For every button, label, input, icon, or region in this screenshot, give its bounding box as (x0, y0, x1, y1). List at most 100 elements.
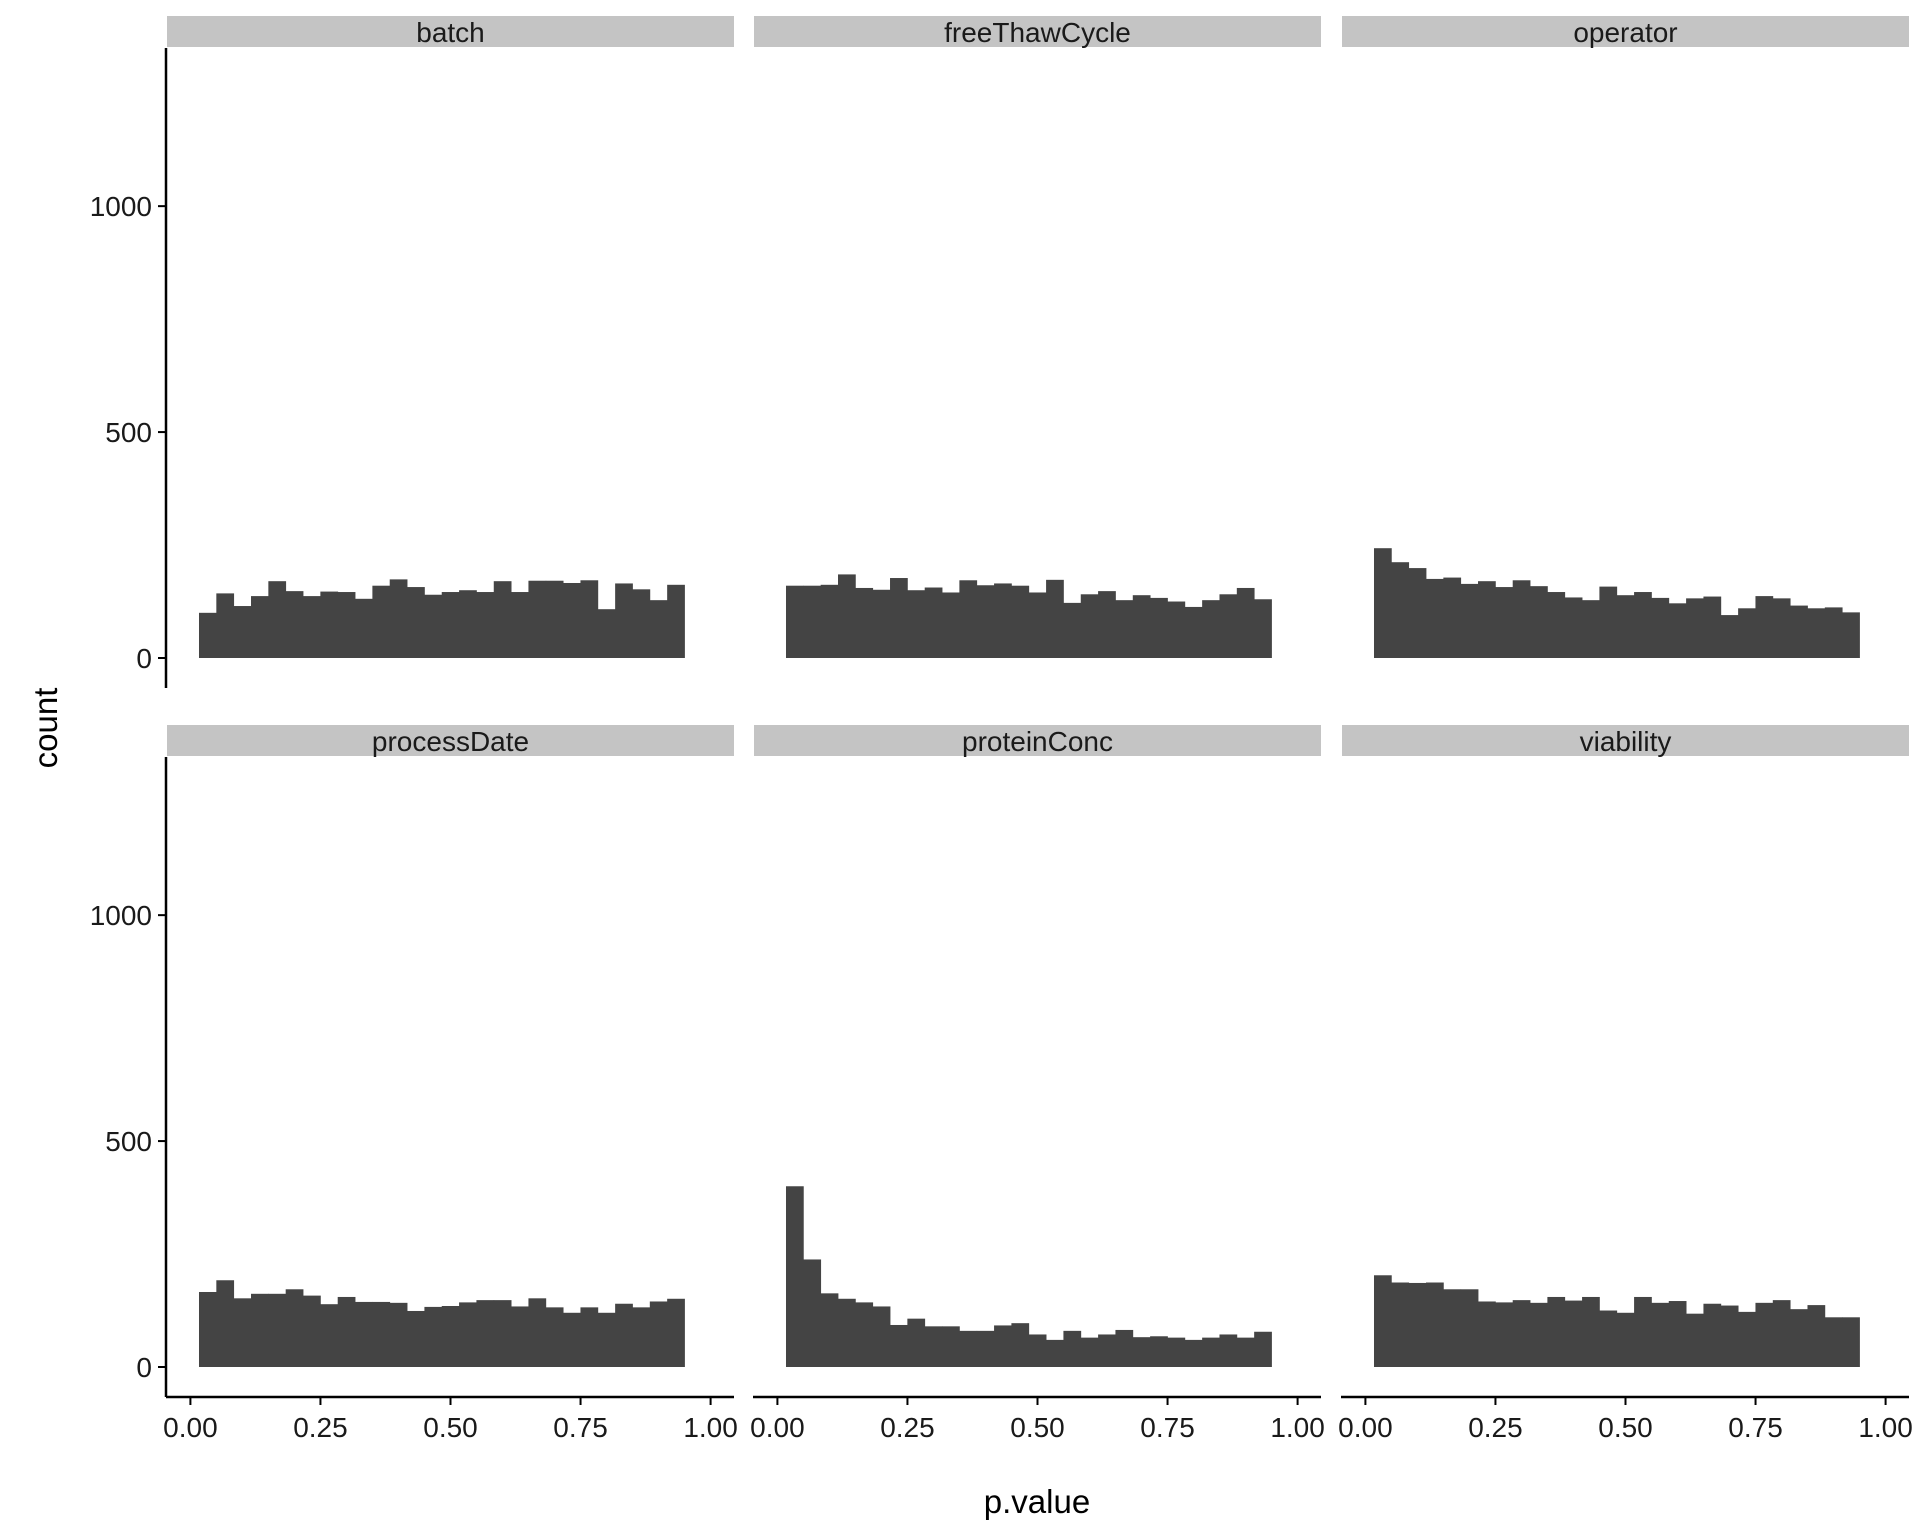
facet-freeThawCycle-bar (907, 590, 926, 658)
facet-operator-bar (1547, 592, 1566, 658)
facet-batch-bar (459, 590, 477, 658)
x-tick-label: 1.00 (1270, 1412, 1325, 1443)
x-tick-label: 0.50 (1010, 1412, 1065, 1443)
facet-proteinConc-bar (1132, 1337, 1151, 1367)
x-tick-label: 0.00 (163, 1412, 218, 1443)
y-tick-label: 1000 (90, 191, 152, 222)
facet-proteinConc-bar (1150, 1336, 1168, 1367)
facet-viability-bar (1564, 1300, 1583, 1367)
y-tick-label: 0 (136, 643, 152, 674)
facet-viability-bar (1408, 1282, 1427, 1367)
facet-freeThawCycle-bar (1202, 600, 1220, 658)
facet-batch-bar (198, 612, 217, 658)
facet-proteinConc-bar (1219, 1334, 1238, 1367)
facet-freeThawCycle-bar (1080, 594, 1099, 658)
facet-viability-bar (1547, 1296, 1566, 1367)
facet-processDate-bar (667, 1298, 685, 1367)
facet-viability-bar (1790, 1309, 1808, 1367)
facet-processDate-strip (167, 725, 734, 756)
facet-proteinConc-bar (1080, 1337, 1099, 1367)
facet-operator-bar (1738, 608, 1756, 658)
facet-batch-bar (511, 592, 529, 658)
facet-operator-bar (1686, 598, 1704, 658)
facet-processDate-bar (493, 1300, 512, 1367)
facet-processDate-bar (528, 1298, 547, 1367)
facet-proteinConc-bar (924, 1326, 943, 1367)
x-tick-label: 0.75 (1140, 1412, 1195, 1443)
facet-processDate-bar (563, 1312, 581, 1367)
facet-proteinConc-bar (1098, 1334, 1116, 1367)
facet-proteinConc-bar (1063, 1330, 1082, 1367)
facet-proteinConc-bar (1202, 1337, 1220, 1367)
facet-operator-bar (1460, 583, 1479, 658)
facet-batch-bar (580, 580, 599, 658)
facet-batch-bar (545, 580, 564, 658)
x-tick-label: 0.00 (1338, 1412, 1393, 1443)
facet-freeThawCycle-bar (1132, 595, 1151, 658)
x-tick-label: 0.75 (1728, 1412, 1783, 1443)
facet-viability-bar (1720, 1305, 1739, 1367)
facet-viability-bar (1686, 1313, 1704, 1367)
facet-operator-bar (1842, 612, 1860, 658)
facet-viability-bar (1478, 1301, 1496, 1367)
facet-viability-bar (1651, 1302, 1670, 1367)
facet-processDate-strip-label: processDate (372, 726, 529, 757)
facet-freeThawCycle-strip (754, 16, 1321, 47)
facet-operator-bar (1790, 605, 1808, 658)
facet-viability-bar (1738, 1311, 1756, 1367)
facet-viability-bar (1495, 1302, 1514, 1367)
facet-viability-bar (1599, 1310, 1618, 1367)
facet-proteinConc-bar (1184, 1339, 1203, 1367)
facet-batch-bar (649, 600, 668, 658)
facet-freeThawCycle-strip-label: freeThawCycle (944, 17, 1131, 48)
facet-batch-bar (597, 609, 616, 658)
facet-operator-bar (1599, 586, 1618, 658)
facet-freeThawCycle-bar (785, 585, 804, 658)
facet-batch-bar (632, 589, 651, 658)
facet-freeThawCycle-bar (1063, 602, 1082, 658)
facet-viability-bar (1668, 1301, 1687, 1367)
facet-operator-bar (1582, 600, 1600, 658)
facet-processDate-bar (441, 1306, 460, 1367)
facet-proteinConc-bar (994, 1325, 1012, 1367)
facet-proteinConc-bar (1011, 1323, 1030, 1367)
facet-proteinConc-bar (803, 1259, 822, 1367)
facet-freeThawCycle-bar (924, 587, 943, 658)
facet-freeThawCycle-bar (976, 585, 995, 658)
facet-batch-bar (233, 606, 252, 658)
facet-proteinConc-strip (754, 725, 1321, 756)
facet-freeThawCycle-bar (1219, 594, 1238, 658)
facet-processDate-bar (649, 1301, 668, 1367)
facet-processDate-bar (355, 1301, 373, 1367)
x-tick-label: 1.00 (683, 1412, 738, 1443)
facet-freeThawCycle-bar (994, 583, 1012, 658)
facet-viability-bar (1460, 1289, 1479, 1367)
facet-freeThawCycle-bar (942, 592, 960, 658)
facet-viability-bar (1391, 1282, 1410, 1367)
facet-proteinConc-bar (976, 1330, 995, 1367)
x-tick-label: 0.25 (1468, 1412, 1523, 1443)
facet-freeThawCycle-bar (1011, 585, 1030, 658)
facet-batch-bar (407, 587, 425, 658)
facet-batch-bar (424, 594, 443, 658)
facet-operator-bar (1772, 598, 1791, 658)
facet-batch-strip-label: batch (416, 17, 485, 48)
facet-operator-bar (1616, 595, 1635, 658)
facet-operator-bar (1668, 603, 1687, 658)
facet-processDate-bar (389, 1302, 408, 1367)
facet-viability-bar (1616, 1312, 1635, 1367)
facet-proteinConc-bar (855, 1302, 874, 1367)
facet-proteinConc-bar (942, 1326, 960, 1367)
facet-batch-bar (493, 581, 512, 658)
facet-freeThawCycle-bar (1115, 600, 1134, 658)
facet-freeThawCycle-bar (1167, 601, 1186, 658)
facet-processDate-bar (233, 1298, 252, 1367)
facet-batch-bar (320, 591, 339, 658)
facet-freeThawCycle-bar (838, 574, 856, 658)
facet-processDate-bar (268, 1293, 287, 1367)
facet-processDate-bar (303, 1295, 321, 1367)
facet-freeThawCycle-bar (872, 589, 891, 658)
facet-viability-strip (1342, 725, 1909, 756)
y-tick-label: 0 (136, 1352, 152, 1383)
facet-batch-bar (303, 596, 321, 658)
